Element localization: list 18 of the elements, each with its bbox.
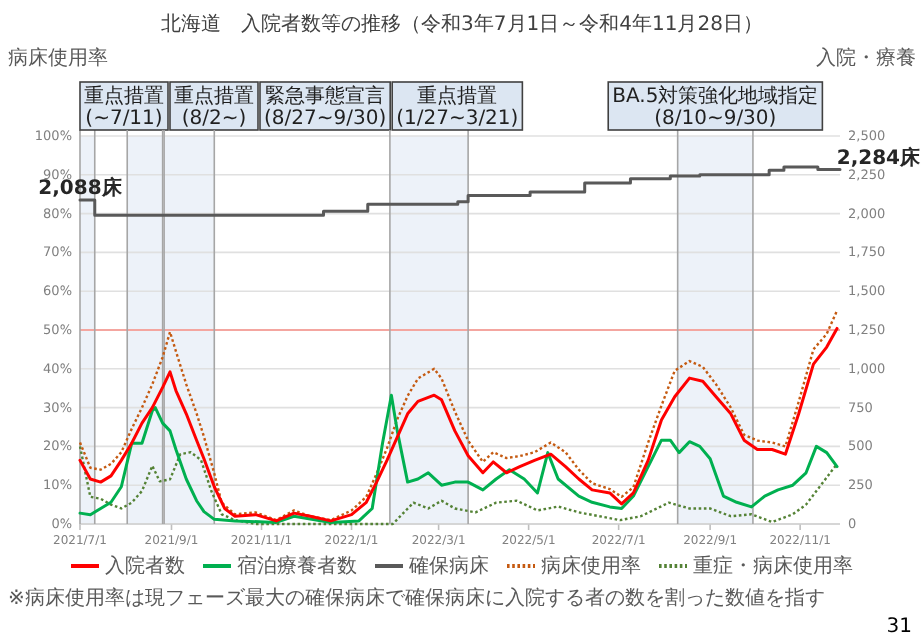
band-label: BA.5対策強化地域指定 (8/10~9/30) [612,84,819,130]
annotation: 2,284床 [836,145,922,170]
legend-label: 重症・病床使用率 [693,554,853,578]
band-label: 緊急事態宣言 (8/27~9/30) [264,84,387,130]
y-axis-title: 病床使用率 [8,46,108,70]
band-label: 重点措置 (~7/11) [84,84,164,130]
legend-label: 確保病床 [407,554,489,578]
legend-label: 宿泊療養者数 [237,554,357,578]
text: 31 [886,616,912,638]
legend-label: 入院者数 [105,554,185,578]
line-series [78,393,839,524]
y2-axis-title: 入院・療養 [816,46,916,70]
line-series [78,445,839,526]
band-label: 重点措置 (8/2~) [174,84,254,130]
chart-title: 北海道 入院者数等の推移（令和3年7月1日～令和4年11月28日） [161,12,763,36]
legend-label: 病床使用率 [541,554,641,578]
band-label: 重点措置 (1/27~3/21) [396,84,519,130]
text: ※病床使用率は現フェーズ最大の確保病床で確保病床に入院する者の数を割った数値を指す [8,586,825,610]
